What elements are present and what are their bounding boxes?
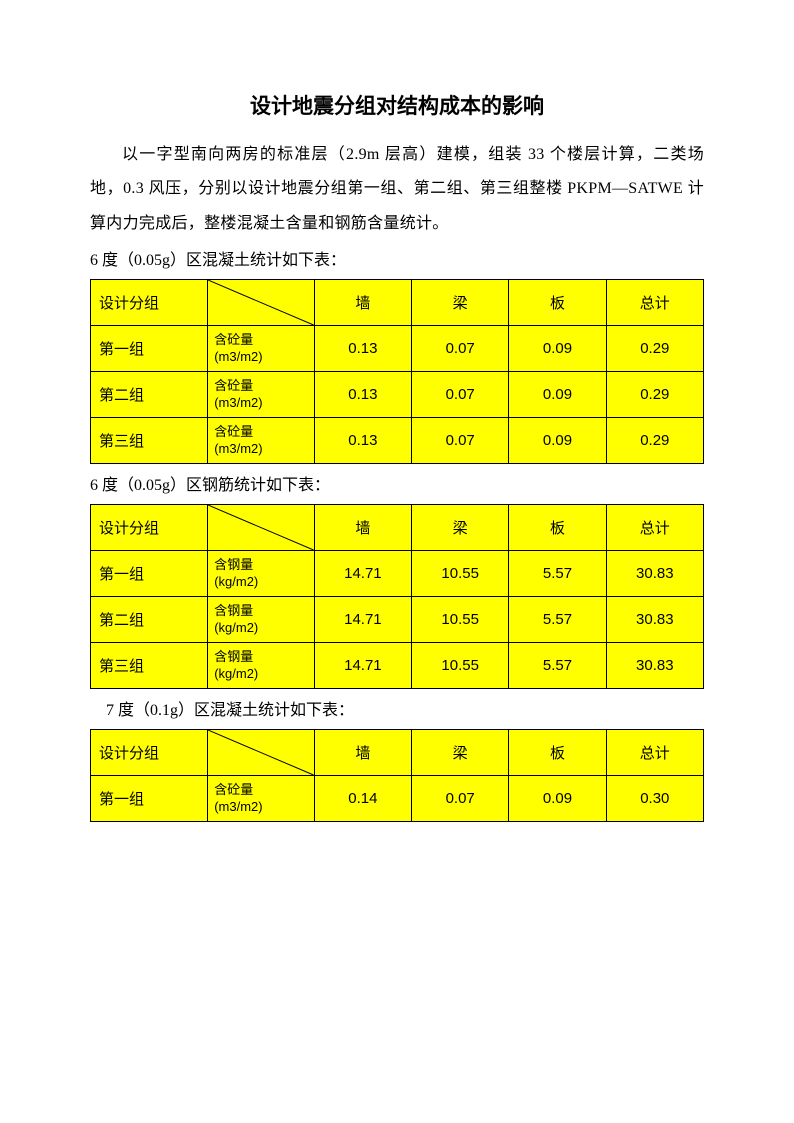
tables-container: 6 度（0.05g）区混凝土统计如下表：设计分组 墙梁板总计第一组含砼量(m3/…	[90, 245, 704, 822]
header-wall: 墙	[314, 505, 411, 551]
cell-metric: 含砼量(m3/m2)	[208, 418, 315, 464]
table-header-row: 设计分组 墙梁板总计	[91, 505, 704, 551]
cell-beam: 0.07	[412, 418, 509, 464]
header-wall: 墙	[314, 730, 411, 776]
cell-wall: 14.71	[314, 643, 411, 689]
header-group: 设计分组	[91, 280, 208, 326]
table-caption: 6 度（0.05g）区混凝土统计如下表：	[90, 245, 704, 277]
cell-metric: 含钢量(kg/m2)	[208, 551, 315, 597]
header-slab: 板	[509, 505, 606, 551]
cell-beam: 0.07	[412, 326, 509, 372]
table-row: 第二组含钢量(kg/m2)14.7110.555.5730.83	[91, 597, 704, 643]
table-header-row: 设计分组 墙梁板总计	[91, 730, 704, 776]
cell-total: 30.83	[606, 551, 703, 597]
cell-group: 第三组	[91, 643, 208, 689]
cell-wall: 14.71	[314, 551, 411, 597]
cell-wall: 14.71	[314, 597, 411, 643]
cell-group: 第一组	[91, 326, 208, 372]
table-row: 第三组含钢量(kg/m2)14.7110.555.5730.83	[91, 643, 704, 689]
cell-metric: 含钢量(kg/m2)	[208, 643, 315, 689]
header-group: 设计分组	[91, 505, 208, 551]
cell-total: 30.83	[606, 597, 703, 643]
cell-beam: 10.55	[412, 597, 509, 643]
header-group: 设计分组	[91, 730, 208, 776]
cell-slab: 5.57	[509, 643, 606, 689]
data-table: 设计分组 墙梁板总计第一组含钢量(kg/m2)14.7110.555.5730.…	[90, 504, 704, 689]
cell-group: 第一组	[91, 551, 208, 597]
intro-paragraph: 以一字型南向两房的标准层（2.9m 层高）建模，组装 33 个楼层计算，二类场地…	[90, 138, 704, 241]
header-diagonal	[208, 505, 315, 551]
cell-total: 0.30	[606, 776, 703, 822]
cell-slab: 0.09	[509, 776, 606, 822]
cell-total: 0.29	[606, 326, 703, 372]
header-beam: 梁	[412, 280, 509, 326]
header-beam: 梁	[412, 730, 509, 776]
cell-wall: 0.13	[314, 418, 411, 464]
header-diagonal	[208, 730, 315, 776]
cell-slab: 0.09	[509, 418, 606, 464]
table-header-row: 设计分组 墙梁板总计	[91, 280, 704, 326]
header-beam: 梁	[412, 505, 509, 551]
cell-group: 第二组	[91, 597, 208, 643]
header-total: 总计	[606, 730, 703, 776]
table-row: 第三组含砼量(m3/m2)0.130.070.090.29	[91, 418, 704, 464]
cell-beam: 0.07	[412, 372, 509, 418]
cell-slab: 0.09	[509, 326, 606, 372]
cell-metric: 含砼量(m3/m2)	[208, 372, 315, 418]
cell-total: 0.29	[606, 372, 703, 418]
cell-group: 第三组	[91, 418, 208, 464]
header-slab: 板	[509, 280, 606, 326]
cell-beam: 0.07	[412, 776, 509, 822]
table-caption: 6 度（0.05g）区钢筋统计如下表：	[90, 470, 704, 502]
cell-beam: 10.55	[412, 643, 509, 689]
data-table: 设计分组 墙梁板总计第一组含砼量(m3/m2)0.140.070.090.30	[90, 729, 704, 822]
table-row: 第一组含砼量(m3/m2)0.140.070.090.30	[91, 776, 704, 822]
header-diagonal	[208, 280, 315, 326]
cell-group: 第二组	[91, 372, 208, 418]
page-title: 设计地震分组对结构成本的影响	[90, 90, 704, 120]
cell-wall: 0.13	[314, 326, 411, 372]
cell-total: 30.83	[606, 643, 703, 689]
table-row: 第一组含砼量(m3/m2)0.130.070.090.29	[91, 326, 704, 372]
cell-wall: 0.14	[314, 776, 411, 822]
data-table: 设计分组 墙梁板总计第一组含砼量(m3/m2)0.130.070.090.29第…	[90, 279, 704, 464]
table-row: 第二组含砼量(m3/m2)0.130.070.090.29	[91, 372, 704, 418]
header-slab: 板	[509, 730, 606, 776]
cell-metric: 含钢量(kg/m2)	[208, 597, 315, 643]
cell-slab: 5.57	[509, 597, 606, 643]
cell-slab: 5.57	[509, 551, 606, 597]
header-total: 总计	[606, 505, 703, 551]
table-row: 第一组含钢量(kg/m2)14.7110.555.5730.83	[91, 551, 704, 597]
table-caption: 7 度（0.1g）区混凝土统计如下表：	[90, 695, 704, 727]
header-wall: 墙	[314, 280, 411, 326]
cell-slab: 0.09	[509, 372, 606, 418]
cell-wall: 0.13	[314, 372, 411, 418]
header-total: 总计	[606, 280, 703, 326]
cell-metric: 含砼量(m3/m2)	[208, 326, 315, 372]
cell-total: 0.29	[606, 418, 703, 464]
cell-metric: 含砼量(m3/m2)	[208, 776, 315, 822]
cell-beam: 10.55	[412, 551, 509, 597]
cell-group: 第一组	[91, 776, 208, 822]
